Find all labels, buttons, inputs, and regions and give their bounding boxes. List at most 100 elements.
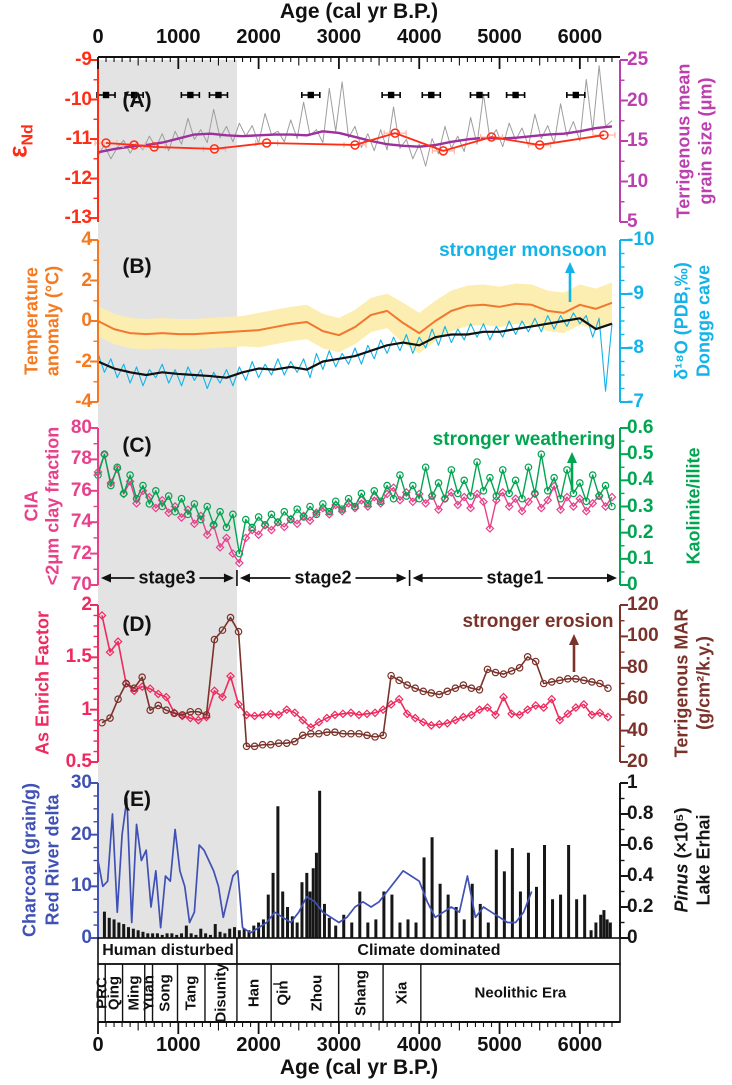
- pinus-pollen-bars-bar: [314, 852, 318, 938]
- kaolinite-illite-ratio-marker: [492, 492, 501, 500]
- kaolinite-illite-ratio-marker: [274, 518, 282, 527]
- CIA-clay-fraction-marker: [472, 489, 482, 499]
- kaolinite-illite-ratio-marker: [261, 521, 269, 529]
- CIA-clay-fraction-marker: [453, 500, 463, 510]
- stage-arrow-head-left: [412, 573, 423, 583]
- terrigenous-MAR: [101, 616, 609, 748]
- erosion-arrow-head: [569, 634, 579, 645]
- pinus-pollen-bars-bar: [194, 934, 198, 938]
- kaolinite-illite-ratio-marker: [331, 497, 340, 506]
- CIA-clay-fraction-marker: [222, 533, 231, 543]
- CIA-clay-fraction-marker: [164, 508, 174, 518]
- kaolinite-illite-ratio-marker: [588, 471, 597, 479]
- CIA-clay-fraction-marker: [260, 520, 270, 530]
- terrigenous-MAR-marker: [347, 729, 355, 738]
- axis-title-temperature-1: Temperature: [21, 267, 42, 375]
- CIA-clay-fraction-marker: [543, 495, 553, 505]
- pinus-pollen-bars-bar: [295, 922, 299, 938]
- as-enrichment-factor-marker: [531, 701, 541, 710]
- pinus-pollen-bars-bar: [551, 899, 555, 938]
- terrigenous-grain-size-smoothed: [97, 125, 613, 154]
- kaolinite-illite-ratio-marker: [325, 507, 334, 516]
- CIA-clay-fraction-marker: [234, 558, 244, 568]
- pinus-pollen-bars-bar: [430, 837, 434, 938]
- terrigenous-grain-size-raw: [97, 65, 613, 167]
- stage-arrow-head-right: [223, 573, 234, 583]
- pinus-pollen-bars-bar: [131, 928, 135, 938]
- kaolinite-illite-ratio-marker: [222, 523, 231, 532]
- dynasty-label-xia: Xia: [393, 981, 411, 1005]
- top-axis-title: Age (cal yr B.P.): [279, 0, 439, 23]
- pinus-pollen-bars-bar: [608, 922, 612, 938]
- pinus-pollen-bars-bar: [102, 911, 106, 938]
- dynasty-label-qin: Qin: [274, 980, 292, 1006]
- terrigenous-MAR-marker: [539, 679, 548, 688]
- terrigenous-MAR-marker: [194, 707, 203, 716]
- as-enrichment-factor-marker: [475, 705, 484, 715]
- terrigenous-MAR-marker: [395, 676, 403, 685]
- panel-B-left-tick-label: 2: [81, 269, 92, 291]
- terrigenous-MAR-marker: [403, 681, 411, 689]
- kaolinite-illite-ratio-marker: [518, 494, 526, 503]
- d18O-dongge-smoothed: [97, 317, 613, 379]
- terrigenous-MAR-marker: [234, 627, 243, 636]
- terrigenous-MAR-marker: [315, 729, 323, 738]
- pinus-pollen-bars-bar: [184, 925, 188, 938]
- terrigenous-MAR-marker: [459, 681, 468, 689]
- CIA-clay-fraction-marker: [151, 503, 161, 513]
- panel-E-left-tick-label: 0: [81, 927, 92, 948]
- stage1-label: stage1: [482, 567, 548, 589]
- pinus-pollen-bars-bar: [342, 914, 346, 938]
- panel-D-right-tick-label: 80: [627, 656, 649, 678]
- pinus-pollen-bars-bar: [318, 790, 322, 938]
- axis-title-mar-2: (g/cm²/k.y.): [693, 636, 714, 730]
- panel-D-left-tick-label: 1: [81, 698, 92, 720]
- terrigenous-MAR-marker: [475, 685, 484, 694]
- epsilon-Nd-marker: [149, 142, 159, 152]
- pinus-pollen-bars-bar: [276, 806, 280, 938]
- pinus-pollen-bars-bar: [382, 891, 386, 938]
- pinus-pollen-bars-bar: [151, 933, 155, 938]
- age-control-points-square: [428, 91, 435, 99]
- panel-label-b: (B): [122, 255, 152, 278]
- pinus-pollen-bars-bar: [180, 933, 184, 938]
- as-enrichment-factor-marker: [330, 710, 340, 720]
- bottom-x-tick-label: 0: [92, 1034, 104, 1056]
- dynasty-label-neolithic-era: Neolithic Era: [474, 984, 567, 1002]
- as-enrichment-factor-marker: [442, 718, 452, 728]
- panel-C-left-tick-label: 80: [70, 417, 92, 438]
- panel-C-left-tick-label: 70: [70, 574, 92, 595]
- pinus-pollen-bars-bar: [334, 925, 338, 938]
- kaolinite-illite-ratio-marker: [344, 494, 353, 503]
- terrigenous-MAR-marker: [186, 707, 195, 716]
- terrigenous-MAR-marker: [106, 714, 114, 722]
- pinus-pollen-bars-bar: [438, 883, 442, 938]
- panel-E-right-tick-label: 0: [627, 927, 638, 948]
- pinus-pollen-bars-bar: [406, 919, 410, 938]
- CIA-clay-fraction-marker: [485, 524, 495, 533]
- kaolinite-illite-ratio-marker: [351, 502, 359, 511]
- pinus-pollen-bars-bar: [165, 933, 169, 938]
- kaolinite-illite-ratio-marker: [421, 463, 430, 472]
- terrigenous-MAR-marker: [451, 684, 460, 693]
- pinus-pollen-bars-bar: [470, 883, 474, 938]
- CIA-clay-fraction-marker: [337, 506, 347, 516]
- CIA-clay-fraction-marker: [305, 516, 315, 526]
- pinus-pollen-bars-bar: [350, 922, 354, 938]
- pinus-pollen-bars-bar: [534, 886, 538, 938]
- kaolinite-illite-ratio-marker: [576, 479, 584, 487]
- as-enrichment-factor-marker: [402, 709, 412, 719]
- pinus-italic: Pinus: [671, 863, 692, 913]
- CIA-clay-fraction-marker: [446, 487, 456, 497]
- epsilon-Nd-marker: [209, 144, 220, 154]
- pinus-pollen-bars-bar: [107, 917, 111, 938]
- axis-title-epsilon-nd: εNd: [2, 124, 37, 158]
- pinus-pollen-bars-bar: [146, 933, 150, 938]
- panel-E-right-tick-label: 1: [627, 772, 638, 793]
- pinus-pollen-bars-bar: [398, 922, 402, 938]
- terrigenous-MAR-marker: [572, 674, 580, 683]
- kaolinite-illite-ratio-marker: [569, 489, 578, 498]
- strip-human-disturbed: Human disturbed: [102, 942, 234, 959]
- pinus-pollen-bars-bar: [170, 933, 174, 938]
- epsilon-Nd-marker: [599, 130, 609, 140]
